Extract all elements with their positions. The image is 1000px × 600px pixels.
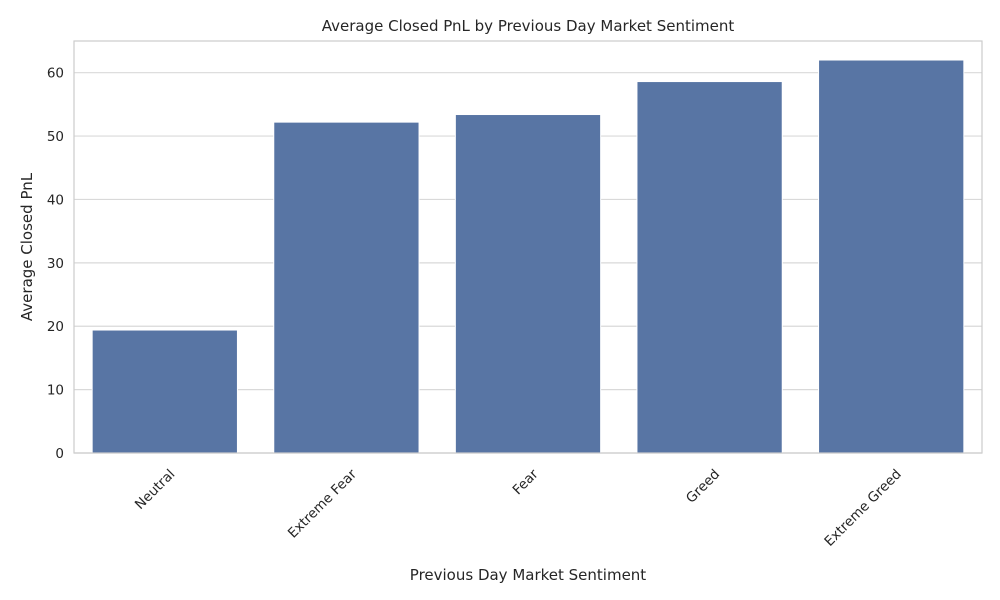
x-axis-label: Previous Day Market Sentiment <box>410 566 647 584</box>
y-axis-label: Average Closed PnL <box>18 172 36 321</box>
plot-area-frame <box>73 40 983 454</box>
bar <box>818 59 965 454</box>
y-tick-label: 60 <box>47 66 64 82</box>
y-tick-label: 10 <box>47 383 64 399</box>
y-tick-label: 20 <box>47 319 64 335</box>
bar <box>273 121 420 454</box>
y-tick-label: 0 <box>55 446 64 462</box>
bar <box>454 114 602 454</box>
y-tick-label: 30 <box>47 256 64 272</box>
y-tick-label: 40 <box>47 192 64 208</box>
y-axis-ticks: 0 10 20 30 40 50 60 <box>47 66 64 462</box>
bar <box>91 329 238 454</box>
y-tick-label: 50 <box>47 129 64 145</box>
bar <box>636 81 783 454</box>
chart-title: Average Closed PnL by Previous Day Marke… <box>322 17 735 35</box>
